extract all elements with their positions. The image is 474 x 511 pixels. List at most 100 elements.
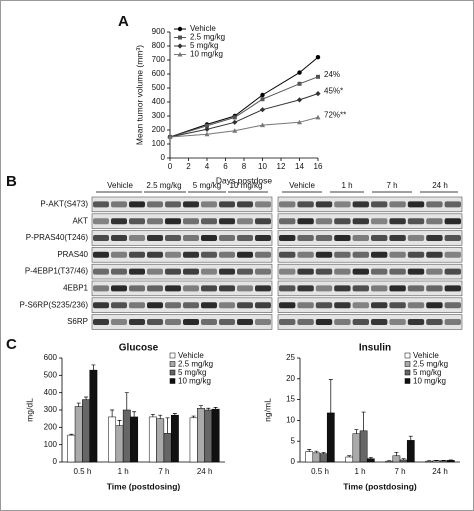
blot-band <box>147 251 163 258</box>
blot-band <box>371 268 388 275</box>
blot-band <box>407 268 425 275</box>
point <box>177 26 183 32</box>
blot-band <box>165 268 181 275</box>
bar <box>345 456 354 463</box>
legend-swatch <box>404 378 411 384</box>
legend-label: 2.5 mg/kg <box>178 360 213 369</box>
blot-band <box>426 235 443 241</box>
error-bar <box>84 396 89 400</box>
point <box>178 35 182 40</box>
blot-band <box>426 285 443 292</box>
blot-band <box>334 285 351 292</box>
blot-band <box>129 268 145 275</box>
blot-band <box>165 235 181 241</box>
blot-band <box>237 319 253 325</box>
y-tick-label: 5 <box>291 436 296 445</box>
y-tick-label: 900 <box>152 27 166 36</box>
blot-band <box>165 251 181 258</box>
blot-band <box>371 319 388 325</box>
blot-band <box>129 285 145 292</box>
blot-strip <box>91 314 273 330</box>
blot-band <box>129 218 145 225</box>
blot-band <box>219 319 235 325</box>
blot-band <box>93 319 109 325</box>
bar <box>108 416 117 463</box>
blot-band <box>255 302 271 309</box>
blot-band <box>352 319 369 325</box>
blot-band <box>219 285 235 292</box>
legend-swatch <box>404 369 411 376</box>
blot-band <box>165 319 181 325</box>
x-tick-label: 6 <box>223 162 228 171</box>
blot-band <box>279 201 296 208</box>
bar <box>204 409 213 463</box>
blot-band <box>444 235 461 241</box>
error-bar <box>117 420 122 426</box>
blot-strip <box>91 213 273 229</box>
blot-band <box>407 235 425 241</box>
blot-strip <box>91 196 273 213</box>
blot-band <box>219 251 235 258</box>
blot-strip <box>277 280 463 297</box>
bar <box>74 406 83 463</box>
annotation: 72%** <box>324 111 346 120</box>
blot-band <box>334 218 351 225</box>
legend-swatch <box>404 361 411 367</box>
blot-band <box>389 251 406 258</box>
blot-band <box>93 302 109 309</box>
legend-label: 2.5 mg/kg <box>190 33 225 42</box>
legend-swatch <box>169 361 176 367</box>
bar <box>432 460 441 463</box>
bar <box>82 399 90 463</box>
bar <box>148 416 157 463</box>
blot-band <box>444 218 461 225</box>
error-bar <box>213 407 218 410</box>
blot-band <box>147 201 163 208</box>
blot-band <box>129 235 145 241</box>
lane-header: 10 mg/kg <box>230 181 263 190</box>
x-axis-label: Time (postdosing) <box>107 481 181 491</box>
blot-band <box>93 268 109 275</box>
legend-label: Vehicle <box>178 351 204 360</box>
blot-band <box>315 251 333 258</box>
legend-label: 2.5 mg/kg <box>413 360 448 369</box>
y-tick-label: 200 <box>152 125 166 134</box>
blot-band <box>444 285 461 292</box>
series-line <box>169 56 319 138</box>
legend-label: 5 mg/kg <box>190 41 218 50</box>
x-tick-label: 1 h <box>118 467 129 476</box>
blot-band <box>237 251 253 258</box>
blot-band <box>334 268 351 275</box>
x-tick-label: 1 h <box>354 467 365 476</box>
y-tick-label: 100 <box>44 440 58 449</box>
point <box>260 92 265 98</box>
bar <box>446 460 455 463</box>
bar <box>122 409 131 463</box>
blot-band <box>255 235 271 241</box>
y-tick-label: 200 <box>44 422 58 431</box>
blot-band <box>315 302 333 309</box>
blot-band <box>315 285 333 292</box>
blot-band <box>237 285 253 292</box>
bar <box>197 408 205 463</box>
point <box>204 131 210 137</box>
blot-band <box>93 218 109 225</box>
lane-header: 24 h <box>432 181 448 190</box>
y-tick-label: 400 <box>44 388 58 397</box>
blot-band <box>201 285 217 292</box>
blot-band <box>371 302 388 309</box>
row-label: P-AKT(S473) <box>40 200 88 209</box>
legend-label: Vehicle <box>413 351 439 360</box>
row-label: PRAS40 <box>57 250 88 259</box>
blot-band <box>389 268 406 275</box>
point <box>315 55 321 60</box>
point <box>315 114 321 120</box>
error-bar <box>124 392 129 410</box>
lane-header: Vehicle <box>289 181 315 190</box>
error-bar <box>206 407 211 410</box>
blot-band <box>297 201 314 208</box>
point <box>232 128 238 133</box>
x-tick-label: 0.5 h <box>73 467 91 476</box>
blot-band <box>297 319 314 325</box>
blot-band <box>352 235 369 241</box>
